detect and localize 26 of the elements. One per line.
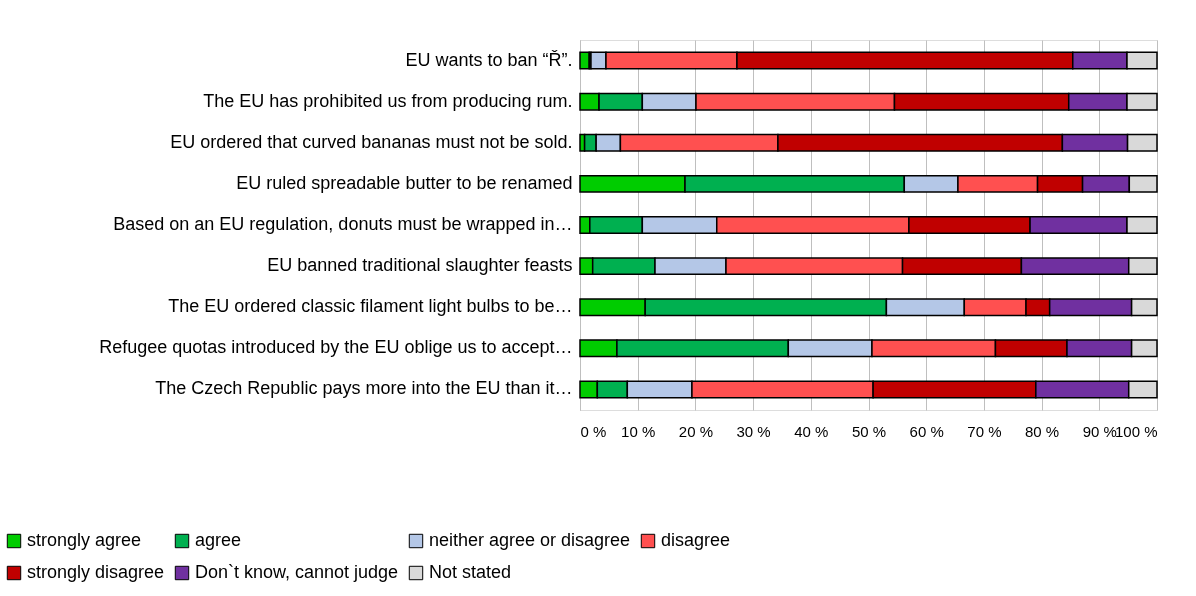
- legend-label: strongly agree: [27, 530, 142, 550]
- x-tick-label: 70 %: [967, 422, 1002, 440]
- x-tick-label: 50 %: [851, 422, 887, 440]
- x-tick-label: 30 %: [736, 422, 771, 440]
- legend-label: disagree: [661, 530, 731, 550]
- x-tick-label: 60 %: [909, 422, 944, 440]
- y-tick-label: Based on an EU regulation, donuts must be wrapped in…: [113, 214, 573, 234]
- y-tick-label: EU ordered that curved bananas must not be sold.: [170, 131, 573, 152]
- x-tick-label: 20 %: [678, 422, 713, 440]
- y-tick-label: The EU has prohibited us from producing rum.: [203, 90, 573, 111]
- y-tick-label: The EU ordered classic filament light bulbs to be…: [168, 296, 573, 317]
- x-tick-label: 0 %: [580, 422, 607, 440]
- x-tick-label: 10 %: [621, 422, 656, 440]
- legend-label: agree: [195, 530, 242, 550]
- x-tick-label: 80 %: [1025, 422, 1060, 440]
- legend-label: Don`t know, cannot judge: [195, 562, 399, 582]
- y-tick-label: EU ruled spreadable butter to be renamed: [236, 172, 573, 193]
- legend-label: neither agree or disagree: [429, 530, 631, 550]
- x-tick-label: 90 %: [1082, 422, 1117, 440]
- legend-label: strongly disagree: [27, 562, 165, 582]
- y-tick-label: EU wants to ban “Ř”.: [405, 49, 573, 70]
- legend-label: Not stated: [429, 562, 512, 582]
- y-tick-label: The Czech Republic pays more into the EU than it…: [155, 378, 573, 399]
- y-tick-label: Refugee quotas introduced by the EU oblige us to accept…: [99, 337, 573, 358]
- x-tick-label: 40 %: [794, 422, 829, 440]
- y-tick-label: EU banned traditional slaughter feasts: [267, 255, 573, 276]
